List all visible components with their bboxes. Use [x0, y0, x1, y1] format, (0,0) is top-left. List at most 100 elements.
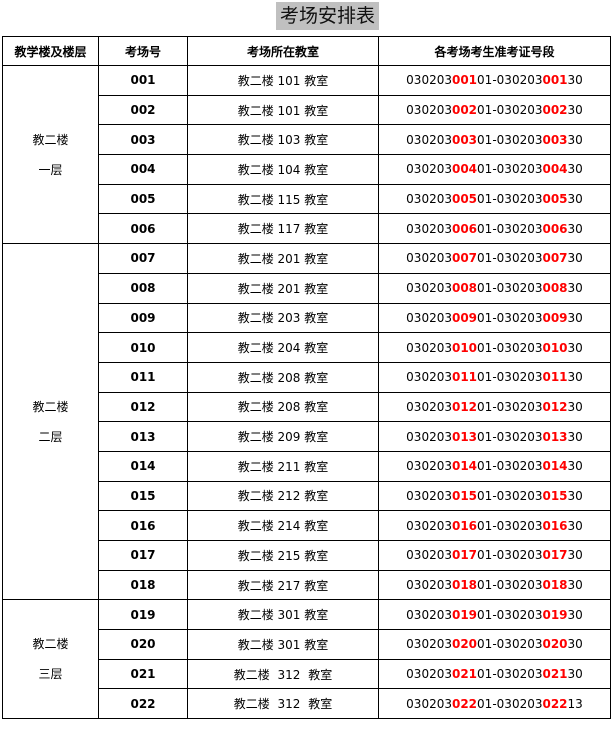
ticket-room-code: 016 — [451, 518, 478, 533]
ticket-seat: 30 — [567, 162, 583, 177]
ticket-prefix: 030203 — [406, 73, 452, 88]
ticket-prefix: 030203 — [406, 221, 452, 236]
ticket-seat: 01 — [477, 132, 493, 147]
ticket-seat: 01 — [477, 370, 493, 385]
table-row: 教二楼 一层 001 教二楼 101 教室 03020300101-0302030013… — [2, 64, 611, 245]
room-number-cell: 002 — [98, 94, 188, 126]
ticket-seat: 01 — [477, 578, 493, 593]
ticket-room-code: 015 — [451, 488, 478, 503]
ticket-room-code: 022 — [451, 696, 478, 711]
table-row: 020 教二楼 301 教室 03020302001-03020302030 — [3, 629, 611, 660]
ticket-range-cell: 03020301701-03020301730 — [378, 540, 611, 571]
ticket-prefix: 030203 — [406, 607, 452, 622]
ticket-seat: 01 — [477, 192, 493, 207]
ticket-room-code: 012 — [451, 399, 478, 414]
ticket-prefix: 030203 — [496, 340, 543, 355]
page-title: 考场安排表 — [276, 2, 380, 30]
table-row: 022 教二楼 312 教室 03020302201-03020302213 — [3, 688, 611, 720]
ticket-prefix: 030203 — [406, 459, 452, 474]
room-number-cell: 018 — [98, 569, 188, 601]
table-row: 012 教二楼 208 教室 03020301201-03020301230 — [3, 391, 611, 423]
ticket-range-cell: 03020300901-03020300930 — [378, 302, 611, 334]
ticket-seat: 30 — [567, 607, 583, 622]
ticket-room-code: 006 — [451, 221, 478, 236]
ticket-range-cell: 03020300401-03020300430 — [378, 154, 611, 185]
table-row: 002 教二楼 101 教室 03020300201-03020300230 — [3, 94, 611, 126]
ticket-seat: 01 — [477, 310, 493, 325]
room-number-cell: 001 — [98, 65, 188, 96]
floor-label: 三层 — [38, 667, 63, 682]
ticket-prefix: 030203 — [496, 310, 543, 325]
ticket-room-code: 008 — [542, 281, 568, 296]
ticket-room-code: 021 — [451, 667, 478, 682]
ticket-prefix: 030203 — [496, 162, 543, 177]
ticket-room-code: 004 — [451, 162, 478, 177]
ticket-room-code: 007 — [542, 251, 568, 266]
room-number-cell: 008 — [98, 272, 188, 304]
ticket-room-code: 003 — [451, 132, 478, 147]
classroom-cell: 教二楼 301 教室 — [187, 599, 379, 631]
header-building-floor: 教学楼及楼层 — [2, 36, 99, 66]
table-row: 013 教二楼 209 教室 03020301301-03020301330 — [3, 421, 611, 452]
classroom-cell: 教二楼 215 教室 — [187, 540, 379, 571]
ticket-room-code: 013 — [451, 429, 478, 444]
ticket-seat: 01 — [477, 696, 493, 711]
room-number-cell: 011 — [98, 361, 188, 393]
ticket-prefix: 030203 — [406, 488, 452, 503]
ticket-room-code: 008 — [451, 281, 478, 296]
ticket-room-code: 018 — [451, 578, 478, 593]
ticket-room-code: 001 — [451, 73, 478, 88]
ticket-room-code: 019 — [542, 607, 568, 622]
ticket-seat: 01 — [477, 637, 493, 652]
ticket-prefix: 030203 — [406, 281, 452, 296]
ticket-room-code: 019 — [451, 607, 478, 622]
ticket-seat: 01 — [477, 251, 493, 266]
classroom-cell: 教二楼 203 教室 — [187, 302, 379, 334]
ticket-seat: 01 — [477, 459, 493, 474]
ticket-room-code: 021 — [542, 667, 568, 682]
ticket-range-cell: 03020300701-03020300730 — [378, 243, 611, 274]
ticket-prefix: 030203 — [406, 310, 452, 325]
ticket-prefix: 030203 — [406, 340, 452, 355]
ticket-seat: 30 — [567, 73, 583, 88]
ticket-seat: 30 — [567, 281, 583, 296]
ticket-prefix: 030203 — [496, 132, 543, 147]
classroom-cell: 教二楼 208 教室 — [187, 361, 379, 393]
ticket-range-cell: 03020301601-03020301630 — [378, 510, 611, 541]
ticket-range-cell: 03020300201-03020300230 — [378, 94, 611, 126]
ticket-prefix: 030203 — [496, 73, 543, 88]
room-number-cell: 004 — [98, 154, 188, 185]
ticket-seat: 30 — [567, 488, 583, 503]
ticket-range-cell: 03020300801-03020300830 — [378, 272, 611, 304]
ticket-prefix: 030203 — [406, 162, 452, 177]
ticket-prefix: 030203 — [496, 696, 543, 711]
ticket-range-cell: 03020300101-03020300130 — [378, 65, 611, 96]
floor-label: 二层 — [38, 429, 63, 444]
ticket-prefix: 030203 — [496, 548, 543, 563]
ticket-room-code: 009 — [542, 310, 568, 325]
ticket-seat: 30 — [567, 459, 583, 474]
building-label: 教二楼 — [32, 637, 69, 652]
table-row: 008 教二楼 201 教室 03020300801-03020300830 — [3, 272, 611, 304]
ticket-seat: 30 — [567, 340, 583, 355]
building-label: 教二楼 — [32, 132, 69, 147]
ticket-seat: 30 — [567, 429, 583, 444]
classroom-cell: 教二楼 103 教室 — [187, 124, 379, 156]
ticket-seat: 30 — [567, 132, 583, 147]
classroom-cell: 教二楼 209 教室 — [187, 421, 379, 452]
ticket-room-code: 012 — [542, 399, 568, 414]
ticket-seat: 01 — [477, 518, 493, 533]
classroom-cell: 教二楼 212 教室 — [187, 480, 379, 512]
ticket-seat: 01 — [477, 221, 493, 236]
ticket-seat: 01 — [477, 488, 493, 503]
ticket-room-code: 005 — [451, 192, 478, 207]
classroom-cell: 教二楼 211 教室 — [187, 450, 379, 482]
classroom-cell: 教二楼 115 教室 — [187, 183, 379, 215]
ticket-prefix: 030203 — [496, 103, 543, 118]
ticket-room-code: 001 — [542, 73, 568, 88]
ticket-prefix: 030203 — [496, 607, 543, 622]
classroom-cell: 教二楼 301 教室 — [187, 629, 379, 660]
table-row: 006 教二楼 117 教室 03020300601-03020300630 — [3, 213, 611, 245]
room-number-cell: 019 — [98, 599, 188, 631]
ticket-seat: 30 — [567, 221, 583, 236]
